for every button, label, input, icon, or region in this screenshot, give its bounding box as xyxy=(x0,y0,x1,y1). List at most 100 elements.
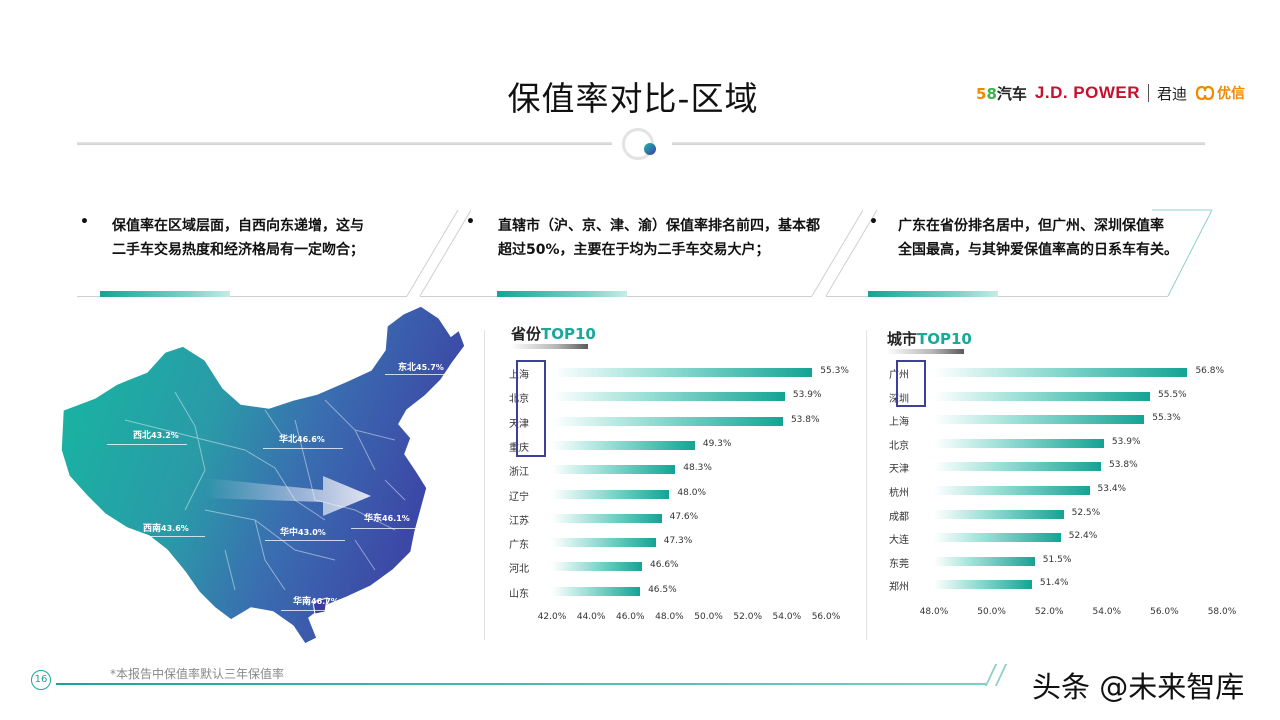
region-label-huazhong: 华中43.0% xyxy=(280,528,326,538)
bar xyxy=(934,556,1035,566)
bar-value-label: 55.5% xyxy=(1158,389,1187,400)
watermark: 头条 @未来智库 xyxy=(1032,670,1245,704)
region-label-xibei: 西北43.2% xyxy=(133,431,179,441)
province-title-underline xyxy=(510,344,588,349)
bar xyxy=(934,462,1102,472)
x-tick-label: 42.0% xyxy=(537,612,567,622)
x-tick-label: 50.0% xyxy=(977,607,1006,617)
header-rule-right xyxy=(672,142,1205,145)
category-label: 北京 xyxy=(889,440,909,452)
bar xyxy=(934,486,1090,495)
bar-value-label: 51.4% xyxy=(1039,578,1069,589)
bar-value-label: 49.3% xyxy=(702,438,732,449)
point-1-rule xyxy=(77,296,407,297)
point-2: 直辖市（沪、京、津、渝）保值率排名前四，基本都 超过50%，主要在于均为二手车交… xyxy=(498,214,820,262)
bar xyxy=(552,440,695,450)
category-label: 广州 xyxy=(889,370,909,381)
highlight-box xyxy=(516,360,546,458)
point-bullet: • xyxy=(869,214,878,230)
category-label: 河北 xyxy=(509,564,529,576)
bar-value-label: 53.8% xyxy=(790,414,820,425)
point-1-line1: 保值率在区域层面，自西向东递增，这与 xyxy=(112,218,364,234)
bar-value-label: 52.4% xyxy=(1068,531,1098,542)
bar-value-label: 46.6% xyxy=(650,560,679,571)
category-label: 天津 xyxy=(889,464,909,476)
category-label: 广东 xyxy=(509,540,529,552)
bar-value-label: 55.3% xyxy=(820,366,849,376)
x-tick-label: 44.0% xyxy=(576,612,606,622)
bar-value-label: 53.4% xyxy=(1097,484,1127,494)
bar-value-label: 53.9% xyxy=(792,390,822,401)
bar-value-label: 56.8% xyxy=(1195,366,1225,376)
x-tick-label: 56.0% xyxy=(811,612,841,622)
point-3-accent xyxy=(868,291,998,297)
category-label: 大连 xyxy=(889,535,909,547)
x-tick-label: 56.0% xyxy=(1150,607,1179,617)
city-title-underline xyxy=(886,349,964,354)
bar-value-label: 53.8% xyxy=(1109,460,1138,471)
point-3-line1: 广东在省份排名居中，但广州、深圳保值率 xyxy=(898,218,1164,234)
bar xyxy=(552,513,662,523)
points-frame xyxy=(406,209,1213,297)
category-label: 天津 xyxy=(509,418,529,430)
footer-rule xyxy=(56,683,986,685)
x-tick-label: 54.0% xyxy=(1092,607,1122,617)
region-label-dongbei: 东北45.7% xyxy=(398,363,444,373)
bar-value-label: 47.3% xyxy=(663,536,693,547)
logo-youxin: 优信 xyxy=(1195,83,1245,103)
x-tick-label: 54.0% xyxy=(772,612,802,622)
point-2-line1: 直辖市（沪、京、津、渝）保值率排名前四，基本都 xyxy=(498,218,820,234)
category-label: 郑州 xyxy=(889,582,909,594)
category-label: 山东 xyxy=(509,588,529,600)
bar xyxy=(552,489,670,499)
category-label: 重庆 xyxy=(509,442,529,454)
region-rule-huabei xyxy=(263,448,343,449)
category-label: 辽宁 xyxy=(509,491,529,503)
bar xyxy=(934,368,1188,377)
point-bullet: • xyxy=(466,214,475,230)
page-title: 保值率对比-区域 xyxy=(507,79,759,118)
footnote: *本报告中保值率默认三年保值率 xyxy=(110,667,285,681)
bar xyxy=(552,538,656,548)
point-2-accent xyxy=(497,291,627,297)
x-tick-label: 52.0% xyxy=(733,612,762,622)
bar xyxy=(552,416,783,426)
chart-divider xyxy=(866,330,867,640)
logo-58-auto: 58汽车 xyxy=(976,84,1027,103)
region-label-huadong: 华东46.1% xyxy=(364,514,410,524)
category-label: 上海 xyxy=(509,370,529,381)
category-label: 东莞 xyxy=(889,558,909,570)
region-label-xinan: 西南43.6% xyxy=(143,524,189,534)
bar xyxy=(934,580,1032,590)
province-chart-title: 省份TOP10 xyxy=(511,325,596,343)
bar xyxy=(934,391,1150,401)
city-chart-title: 城市TOP10 xyxy=(887,330,972,348)
bar xyxy=(934,509,1064,519)
logo-jundi: 君迪 xyxy=(1157,84,1188,103)
region-label-huanan: 华南46.7% xyxy=(293,597,339,607)
x-tick-label: 50.0% xyxy=(694,612,723,622)
bar-value-label: 48.3% xyxy=(683,463,712,474)
region-rule-huazhong xyxy=(265,540,345,541)
point-3: 广东在省份排名居中，但广州、深圳保值率 全国最高，与其钟爱保值率高的日系车有关。 xyxy=(898,214,1178,262)
header-dot xyxy=(644,143,656,155)
bar xyxy=(934,533,1061,543)
point-bullet: • xyxy=(80,214,89,230)
china-region-map: 东北45.7% 西北43.2% 华北46.6% 西南43.6% 华中43.0% … xyxy=(55,300,475,660)
category-label: 北京 xyxy=(509,394,529,406)
china-map-shape xyxy=(60,305,466,645)
bar-value-label: 55.3% xyxy=(1152,413,1181,424)
bar xyxy=(552,392,785,402)
partner-logos: 58汽车 J.D. POWER 君迪 优信 xyxy=(976,81,1245,105)
logo-divider xyxy=(1148,84,1150,102)
bar-value-label: 51.5% xyxy=(1042,554,1072,565)
bar-value-label: 48.0% xyxy=(677,487,707,498)
key-points: • 保值率在区域层面，自西向东递增，这与 二手车交易热度和经济格局有一定吻合； … xyxy=(0,200,1280,310)
bar-value-label: 47.6% xyxy=(669,511,699,522)
region-rule-xinan xyxy=(125,536,205,537)
city-top10-chart: 城市TOP10 广州 56.8% 深圳 55.5% 上海 55.3% 北京 53.9% 天津 53… xyxy=(880,318,1240,638)
province-top10-chart: 省份TOP10 上海 55.3% 北京 53.9% 天津 53.8% 重庆 49.3% 浙江 48… xyxy=(500,318,860,638)
x-tick-label: 48.0% xyxy=(655,612,684,622)
point-2-line2: 超过50%，主要在于均为二手车交易大户； xyxy=(498,242,770,258)
point-3-line2: 全国最高，与其钟爱保值率高的日系车有关。 xyxy=(898,242,1178,258)
